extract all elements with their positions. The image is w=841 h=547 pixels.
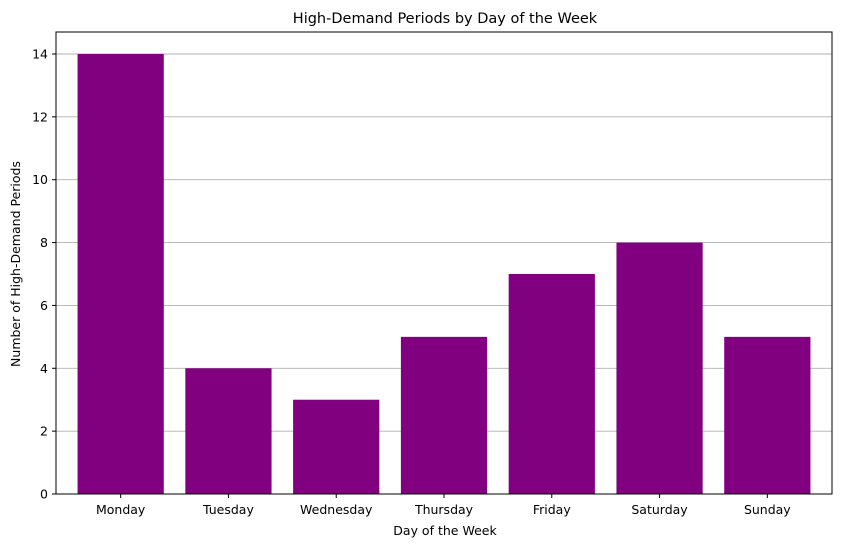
y-tick-label: 12 <box>32 109 48 124</box>
bar-friday <box>508 274 595 494</box>
bar-sunday <box>724 336 811 494</box>
x-tick-label: Thursday <box>414 502 474 517</box>
x-axis-ticks: Monday Tuesday Wednesday Thursday Friday Satu… <box>96 494 791 517</box>
bars <box>77 54 811 494</box>
bar-monday <box>77 54 164 494</box>
y-tick-label: 14 <box>32 47 48 62</box>
chart-title: High-Demand Periods by Day of the Week <box>293 11 598 27</box>
bar-saturday <box>616 242 703 494</box>
y-tick-label: 0 <box>40 487 48 502</box>
x-axis-label: Day of the Week <box>393 523 497 538</box>
y-axis-ticks: 0 2 4 6 8 10 12 14 <box>32 47 56 502</box>
x-tick-label: Friday <box>533 502 571 517</box>
x-tick-label: Wednesday <box>300 502 373 517</box>
x-tick-label: Saturday <box>631 502 688 517</box>
x-tick-label: Sunday <box>744 502 791 517</box>
y-tick-label: 6 <box>40 298 48 313</box>
y-tick-label: 8 <box>40 235 48 250</box>
y-tick-label: 2 <box>40 424 48 439</box>
bar-thursday <box>400 336 488 494</box>
y-tick-label: 4 <box>40 361 48 376</box>
y-axis-label: Number of High-Demand Periods <box>8 161 23 367</box>
x-tick-label: Tuesday <box>202 502 254 517</box>
y-tick-label: 10 <box>32 172 48 187</box>
bar-tuesday <box>185 368 272 494</box>
bar-wednesday <box>293 399 380 494</box>
x-tick-label: Monday <box>96 502 146 517</box>
